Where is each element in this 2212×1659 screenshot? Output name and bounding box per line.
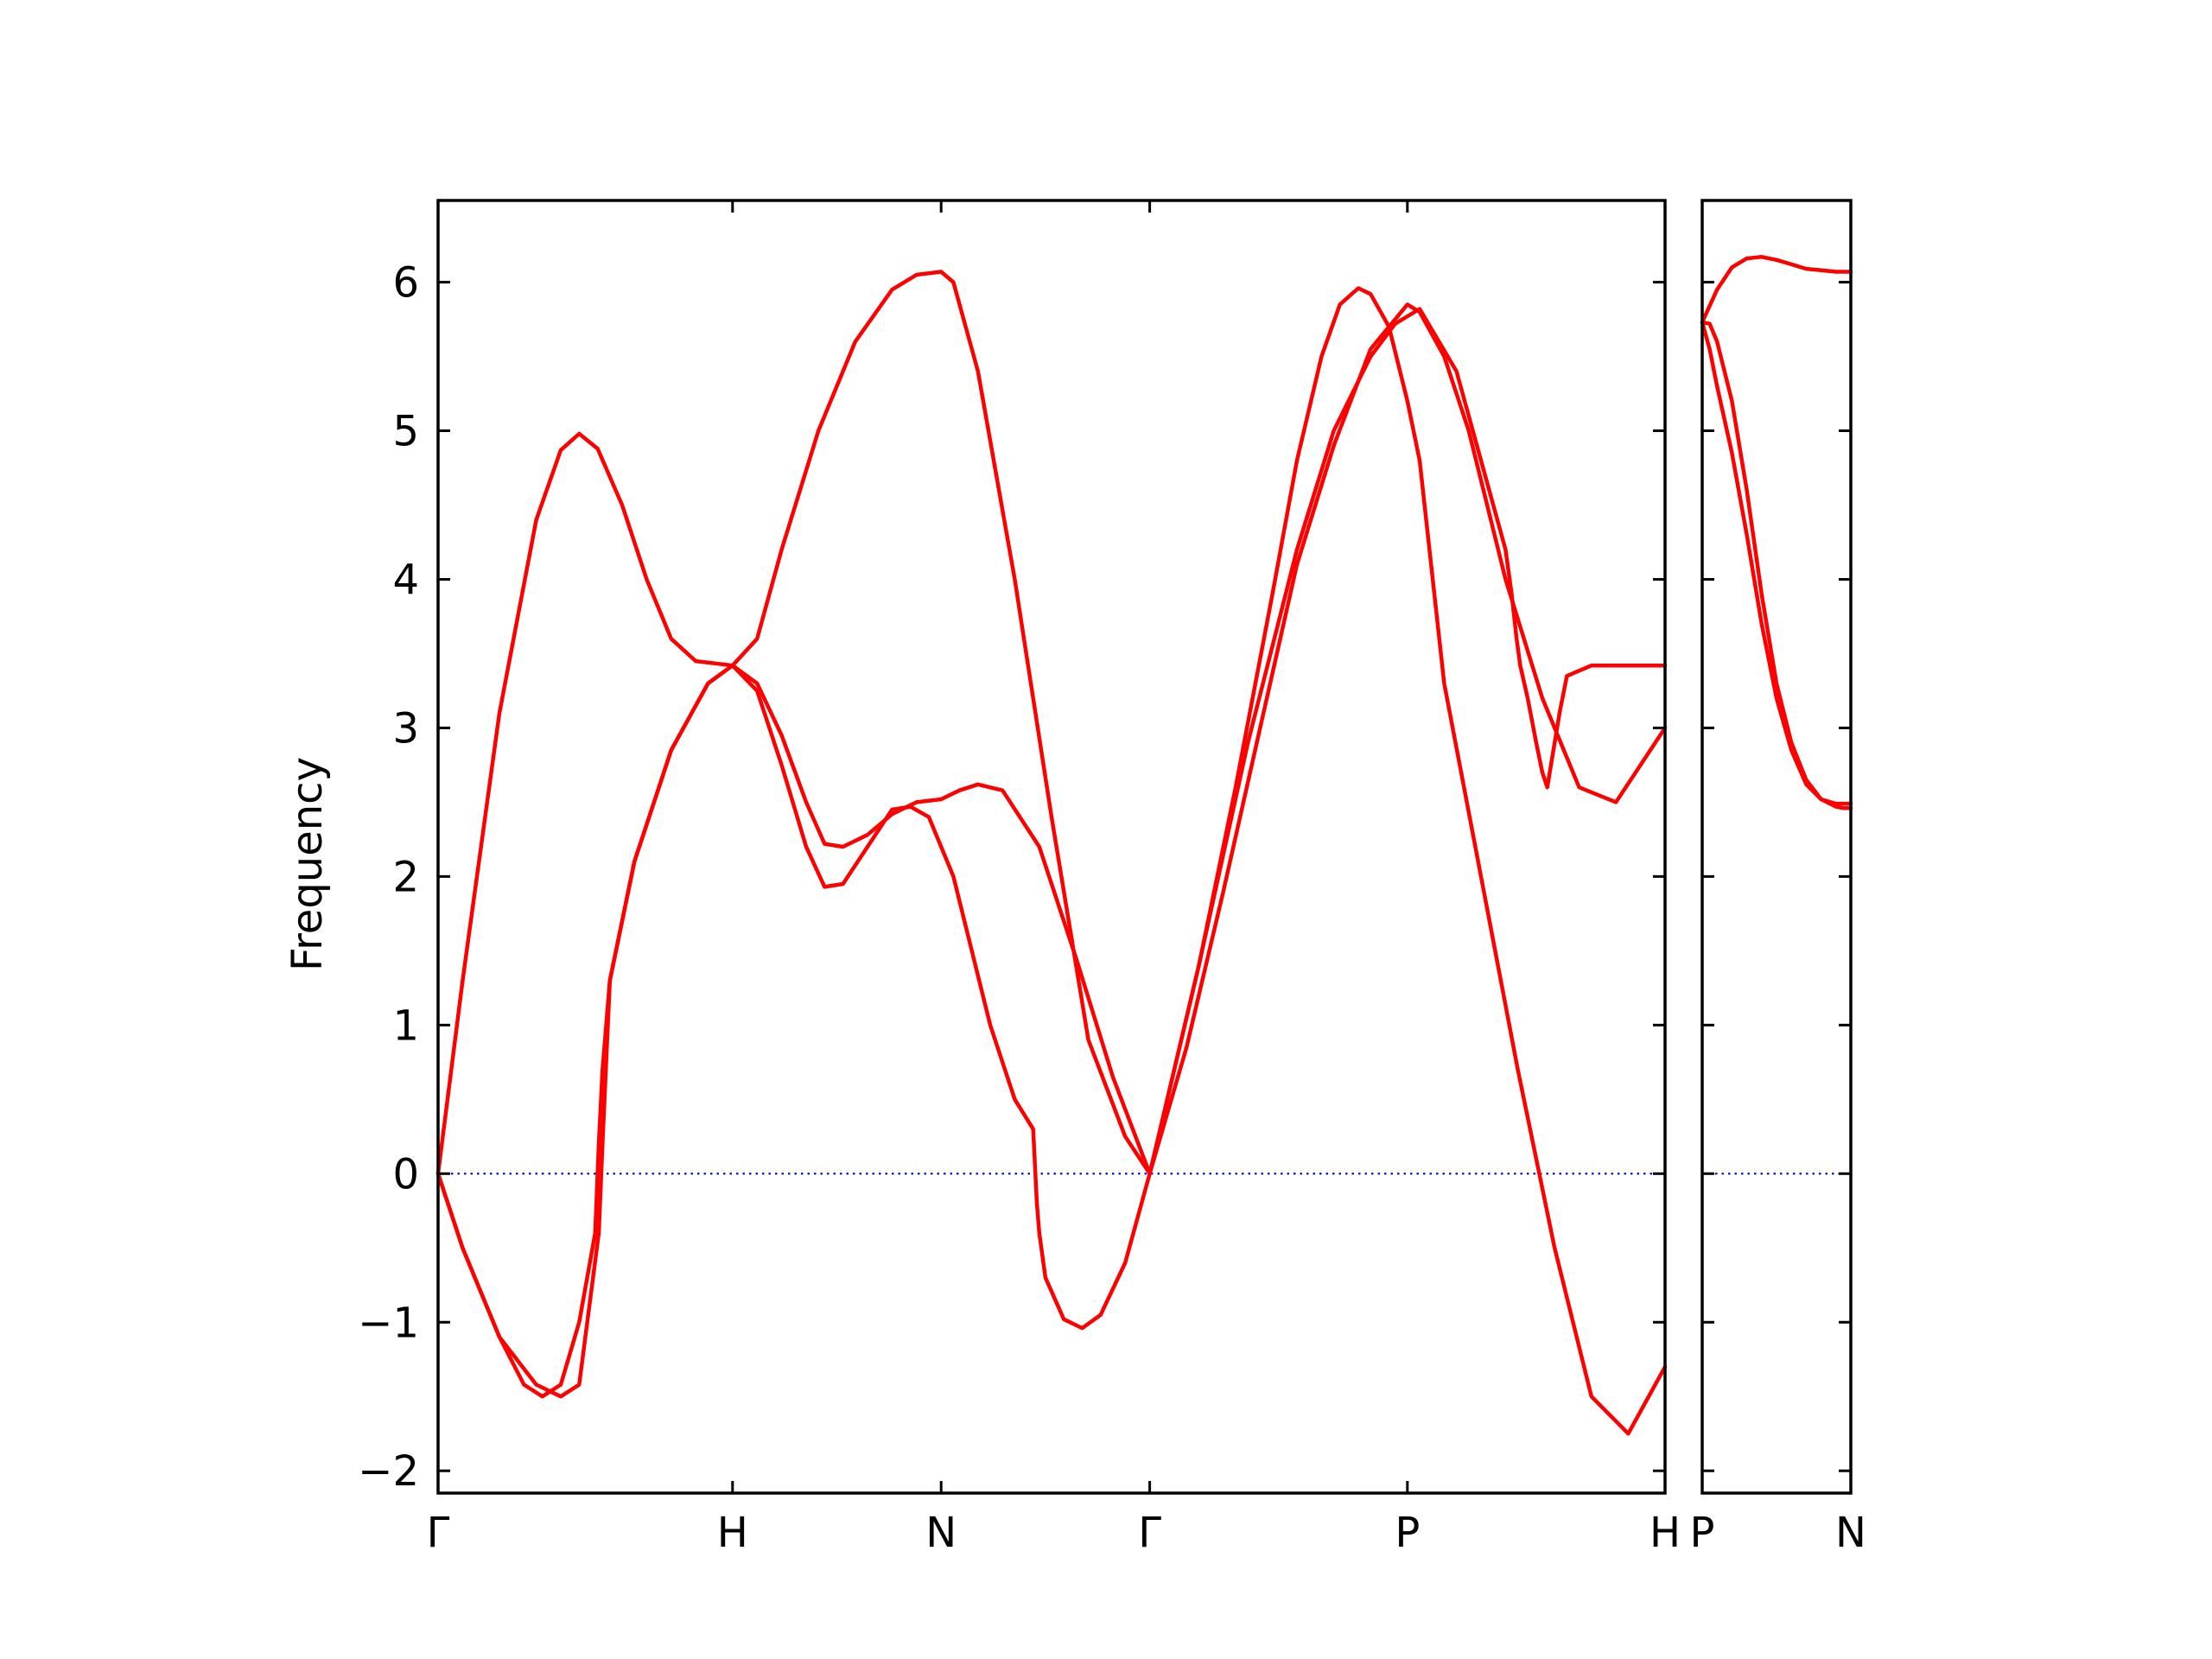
x-tick-label-0-5: H xyxy=(1649,1509,1681,1557)
band-line-0-1 xyxy=(435,663,735,1399)
y-tick-label-5: 3 xyxy=(392,704,419,753)
band-line-0-2 xyxy=(435,663,735,1399)
y-tick-label-8: 6 xyxy=(392,259,419,308)
band-line-0-8 xyxy=(1147,307,1668,1176)
x-tick-label-0-1: H xyxy=(717,1509,748,1557)
y-tick-label-6: 4 xyxy=(392,556,419,604)
y-tick-label-0: −2 xyxy=(358,1447,419,1496)
x-tick-label-0-4: P xyxy=(1395,1509,1420,1557)
band-line-1-0 xyxy=(1700,255,1853,325)
x-tick-label-0-2: N xyxy=(925,1509,957,1557)
y-tick-label-2: 0 xyxy=(392,1150,419,1198)
band-line-0-6 xyxy=(1147,286,1668,1436)
y-tick-labels: −2 −1 0 1 2 3 4 5 6 xyxy=(358,259,419,1497)
y-tick-label-3: 1 xyxy=(392,1001,419,1050)
x-tick-label-0-0: Γ xyxy=(427,1509,450,1557)
band-line-0-7 xyxy=(1147,302,1668,1176)
band-line-0-0 xyxy=(435,431,735,1176)
y-tick-label-4: 2 xyxy=(392,853,419,901)
x-tick-label-1-1: N xyxy=(1835,1509,1866,1557)
y-axis-title: Frequency xyxy=(283,757,332,971)
band-line-0-5 xyxy=(730,663,1152,1331)
plot-frame-0 xyxy=(436,199,1667,1495)
y-tick-label-1: −1 xyxy=(358,1299,419,1347)
band-line-0-3 xyxy=(730,270,1152,1176)
band-line-1-1 xyxy=(1700,320,1853,810)
band-line-0-4 xyxy=(730,663,1152,1176)
band-line-1-2 xyxy=(1700,320,1853,806)
y-tick-label-7: 5 xyxy=(392,408,419,456)
x-tick-label-1-0: P xyxy=(1690,1509,1715,1557)
plot-frame-1 xyxy=(1700,199,1853,1495)
x-tick-label-0-3: Γ xyxy=(1138,1509,1161,1557)
